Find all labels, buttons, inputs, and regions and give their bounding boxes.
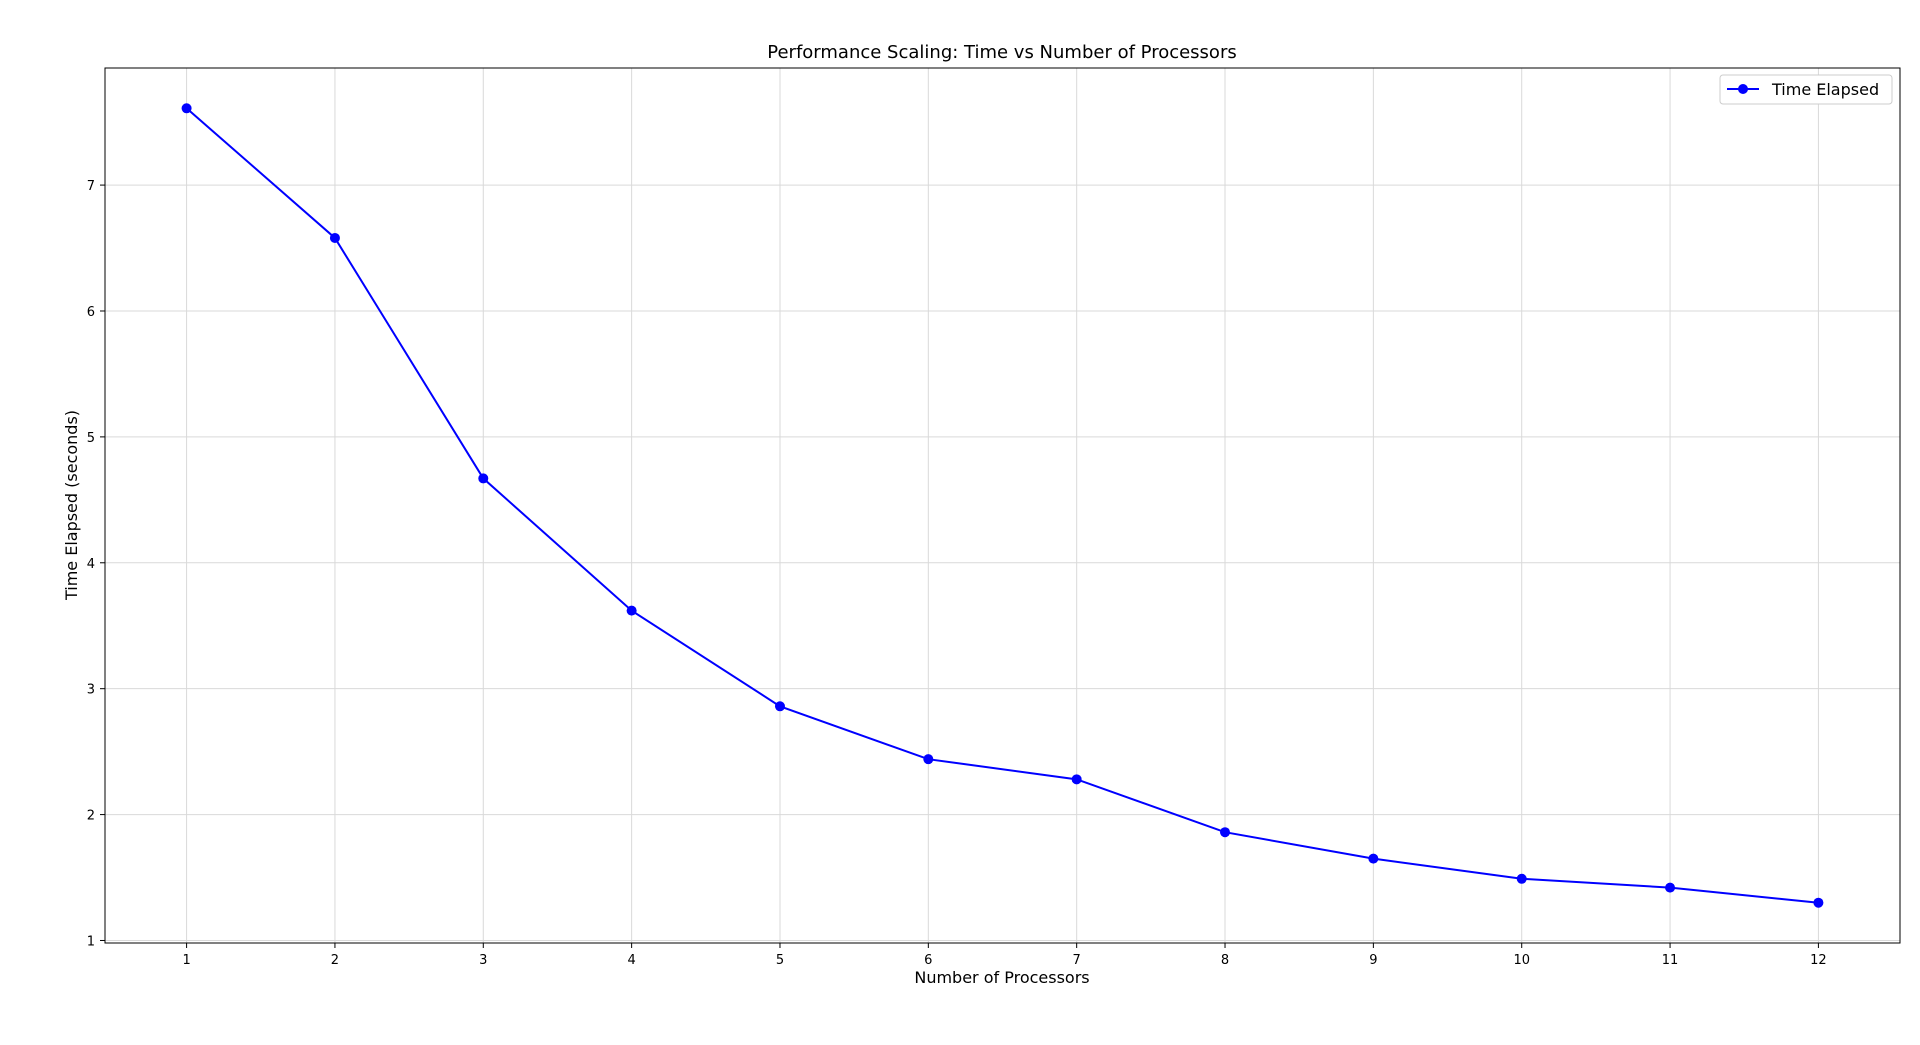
data-point [1813,897,1824,908]
x-tick-label: 2 [331,953,339,968]
y-tick-label: 3 [87,683,95,698]
x-tick-label: 6 [924,953,932,968]
y-tick-label: 2 [87,809,95,824]
legend-marker [1738,84,1748,94]
data-point [1516,873,1527,884]
y-axis-label: Time Elapsed (seconds) [62,410,81,601]
data-point [478,473,489,484]
data-point [626,605,637,616]
x-tick-label: 7 [1073,953,1081,968]
x-tick-label: 9 [1369,953,1377,968]
y-tick-label: 7 [87,179,95,194]
series-line [185,107,1819,904]
data-point [181,103,192,114]
data-point [1665,882,1676,893]
data-point [1220,827,1231,838]
x-tick-label: 1 [182,953,190,968]
y-tick-label: 4 [87,557,95,572]
legend-frame [1719,74,1893,105]
data-series [181,103,1824,908]
chart-title: Performance Scaling: Time vs Number of P… [767,42,1236,63]
x-tick-label: 4 [627,953,635,968]
x-tick-label: 10 [1513,953,1530,968]
y-tick-label: 1 [87,934,95,949]
x-tick-label: 12 [1810,953,1827,968]
x-tick-label: 8 [1221,953,1229,968]
plot-frame [104,67,1901,944]
y-tick-label: 5 [87,431,95,446]
x-tick-label: 11 [1662,953,1679,968]
legend-label: Time Elapsed [1771,80,1879,99]
grid-lines [105,68,1900,943]
data-point [329,232,340,243]
data-point [923,754,934,765]
y-tick-label: 6 [87,305,95,320]
x-tick-label: 3 [479,953,487,968]
x-tick-label: 5 [776,953,784,968]
data-point [774,701,785,712]
data-point [1071,774,1082,785]
x-axis-label: Number of Processors [914,968,1089,987]
data-point [1368,853,1379,864]
legend: Time Elapsed [1719,74,1893,105]
